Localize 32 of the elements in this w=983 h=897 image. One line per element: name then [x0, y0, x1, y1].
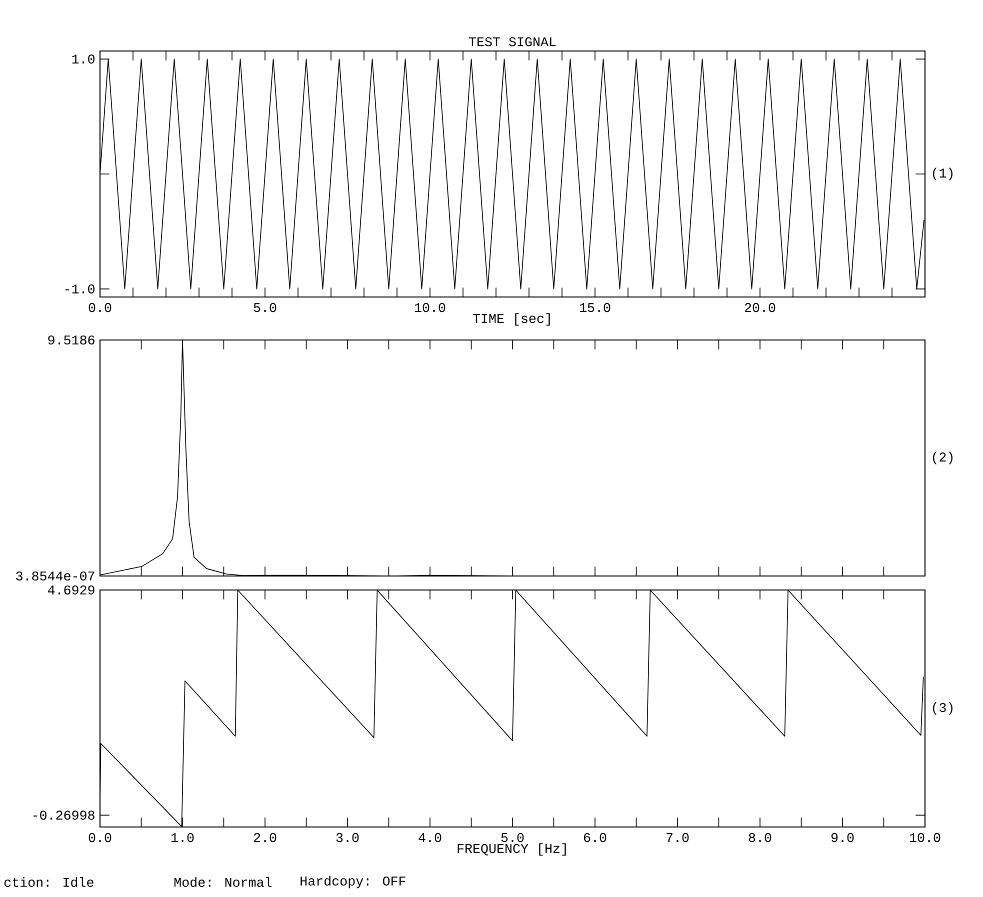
x-tick-label: 10.0 [910, 833, 940, 842]
y-tick-label: 4.6929 [48, 585, 94, 595]
x-tick-label: 0.0 [88, 303, 112, 312]
y-tick-label: 1.0 [72, 54, 94, 64]
x-tick-label: 8.0 [748, 833, 772, 842]
x-tick-label: 15.0 [580, 303, 610, 312]
line-series [100, 590, 924, 827]
x-tick-label: 0.0 [88, 833, 112, 842]
x-tick-label: 10.0 [414, 303, 446, 312]
x-tick-label: 3.0 [336, 833, 359, 842]
text: (2) [932, 452, 952, 464]
x-tick-label: 6.0 [584, 833, 606, 842]
text: (3) [932, 702, 952, 715]
x-tick-label: 9.0 [831, 833, 854, 842]
x-tick-label: 20.0 [744, 303, 776, 312]
text: ction: Idle [4, 877, 94, 887]
x-axis-title: FREQUENCY [Hz] [458, 843, 566, 856]
text: (1) [932, 168, 952, 180]
x-tick-label: 4.0 [418, 833, 442, 842]
y-tick-label: -0.26998 [33, 810, 94, 820]
y-tick-label: -1.0 [65, 284, 94, 294]
chart-title: TEST SIGNAL [469, 37, 556, 46]
x-axis-title: TIME [sec] [473, 313, 550, 326]
text: Hardcopy: OFF [300, 876, 406, 888]
text: Mode: Normal [174, 877, 272, 887]
x-tick-label: 5.0 [501, 833, 524, 842]
y-tick-label: 9.5186 [48, 335, 94, 345]
x-tick-label: 5.0 [254, 303, 276, 312]
x-tick-label: 7.0 [666, 833, 689, 842]
y-tick-label: 3.8544e-07 [16, 571, 94, 581]
x-tick-label: 2.0 [254, 833, 276, 842]
x-tick-label: 1.0 [171, 833, 194, 842]
